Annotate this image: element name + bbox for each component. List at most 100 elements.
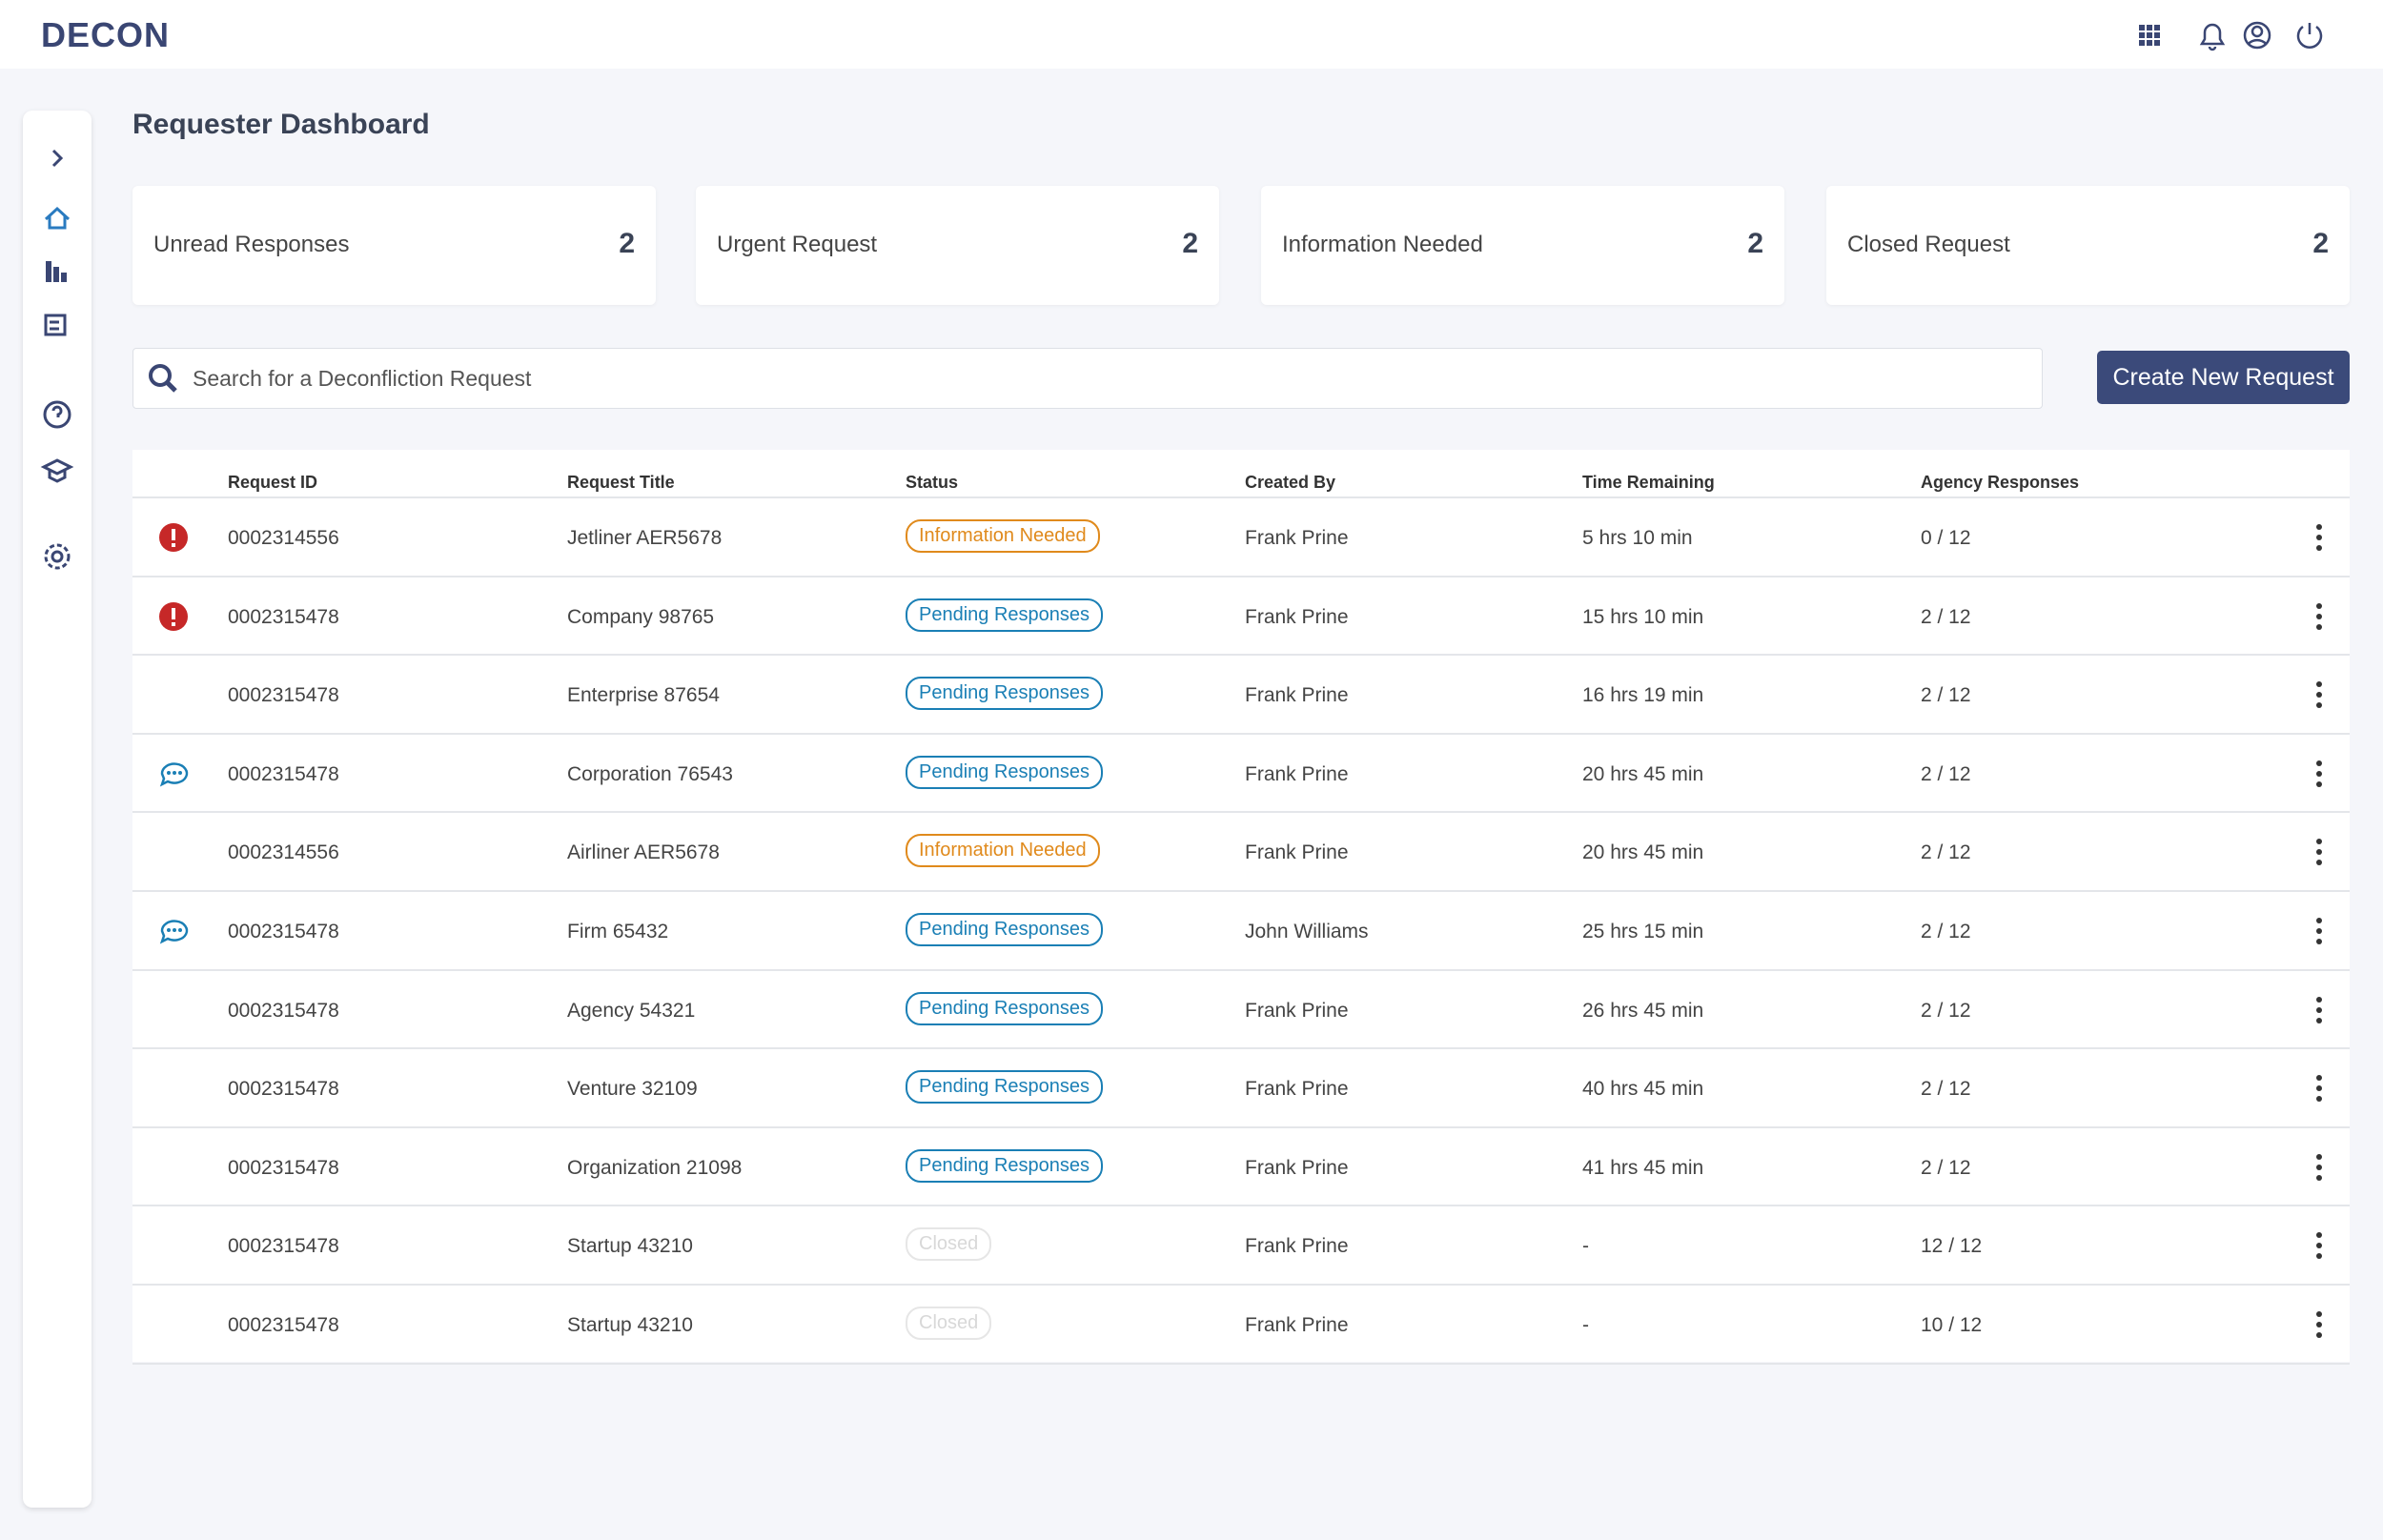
cell: 0002315478	[228, 999, 339, 1022]
card-count: 2	[619, 228, 635, 259]
cell: 0002315478	[228, 1078, 339, 1101]
chart-icon[interactable]	[46, 261, 67, 282]
table-bottom-border	[132, 1362, 2350, 1365]
search-icon	[149, 364, 177, 393]
card-label: Unread Responses	[153, 232, 350, 257]
bell-icon[interactable]	[2199, 23, 2226, 51]
expand-icon[interactable]	[51, 149, 64, 168]
cell: 2 / 12	[1921, 921, 1971, 942]
account-icon[interactable]	[2243, 21, 2271, 50]
cell: Venture 32109	[567, 1078, 698, 1101]
cell: -	[1582, 1235, 1589, 1258]
table-row[interactable]: 0002315478 Startup 43210 Closed Frank Prine…	[132, 1205, 2350, 1285]
cell: 0002314556	[228, 841, 339, 864]
cell: 5 hrs 10 min	[1582, 527, 1693, 549]
cell: 15 hrs 10 min	[1582, 605, 1704, 628]
row-menu[interactable]	[2313, 1151, 2325, 1184]
create-button[interactable]: Create New Request	[2097, 351, 2350, 404]
status-badge: Pending Responses	[906, 755, 1104, 789]
logo[interactable]: DECON	[41, 15, 171, 54]
cell: Frank Prine	[1245, 1156, 1349, 1179]
cell: 2 / 12	[1921, 684, 1971, 707]
table-row[interactable]: 0002315478 Company 98765 Pending Responses…	[132, 575, 2350, 656]
cell: Organization 21098	[567, 1156, 743, 1179]
table-row[interactable]: 0002315478 Enterprise 87654 Pending Respon…	[132, 654, 2350, 734]
chat-icon	[159, 762, 189, 787]
cell: Frank Prine	[1245, 1235, 1349, 1258]
table-row[interactable]: 0002315478 Organization 21098 Pending Resp…	[132, 1125, 2350, 1206]
row-menu[interactable]	[2313, 679, 2325, 711]
table-row[interactable]: 0002315478 Startup 43210 Closed Frank Prine…	[132, 1284, 2350, 1364]
status-badge: Information Needed	[906, 519, 1100, 553]
cell: Agency 54321	[567, 999, 696, 1022]
status-badge: Information Needed	[906, 834, 1100, 868]
cell: Startup 43210	[567, 1314, 693, 1336]
sidebar-icons	[40, 149, 74, 570]
summary-card[interactable]: Urgent Request 2	[696, 186, 1219, 305]
cell: 0002315478	[228, 1314, 339, 1336]
status-badge: Pending Responses	[906, 991, 1104, 1025]
top-bar: DECON	[0, 0, 2383, 69]
card-count: 2	[2312, 228, 2329, 259]
table-row[interactable]: 0002314556 Airliner AER5678 Information Ne…	[132, 811, 2350, 891]
settings-icon[interactable]	[44, 543, 71, 570]
status-badge: Pending Responses	[906, 598, 1104, 632]
table-row[interactable]: 0002315478 Corporation 76543 Pending Respo…	[132, 732, 2350, 813]
row-menu[interactable]	[2313, 1072, 2325, 1104]
cell: Frank Prine	[1245, 1078, 1349, 1101]
row-menu[interactable]	[2313, 1308, 2325, 1341]
cell: Jetliner AER5678	[567, 527, 723, 549]
cell: -	[1582, 1314, 1589, 1336]
row-menu[interactable]	[2313, 836, 2325, 868]
cell: 16 hrs 19 min	[1582, 684, 1704, 707]
row-menu[interactable]	[2313, 994, 2325, 1026]
cell: Frank Prine	[1245, 999, 1349, 1022]
row-menu[interactable]	[2313, 600, 2325, 633]
cell: 10 / 12	[1921, 1314, 1983, 1336]
search-box[interactable]: Search for a Deconfliction Request	[132, 348, 2043, 409]
card-label: Urgent Request	[717, 232, 878, 257]
cell: Frank Prine	[1245, 605, 1349, 628]
table-row[interactable]: 0002315478 Firm 65432 Pending Responses Joh…	[132, 890, 2350, 970]
status-badge: Pending Responses	[906, 1070, 1104, 1104]
row-menu[interactable]	[2313, 1229, 2325, 1262]
column-header: Created By	[1245, 473, 1336, 492]
cell: 20 hrs 45 min	[1582, 762, 1704, 785]
home-icon[interactable]	[44, 206, 71, 230]
cell: 41 hrs 45 min	[1582, 1156, 1704, 1179]
row-menu[interactable]	[2313, 521, 2325, 554]
cell: 25 hrs 15 min	[1582, 921, 1704, 942]
chat-icon	[159, 920, 189, 944]
summary-card[interactable]: Closed Request 2	[1826, 186, 2350, 305]
cell: 2 / 12	[1921, 605, 1971, 628]
row-menu[interactable]	[2313, 915, 2325, 947]
cell: 2 / 12	[1921, 999, 1971, 1022]
row-menu[interactable]	[2313, 758, 2325, 790]
column-header: Time Remaining	[1582, 473, 1715, 492]
help-icon[interactable]	[43, 400, 71, 429]
table-row[interactable]: 0002315478 Agency 54321 Pending Responses F…	[132, 968, 2350, 1049]
cell: 40 hrs 45 min	[1582, 1078, 1704, 1101]
table-row[interactable]: 0002314556 Jetliner AER5678 Information Ne…	[132, 496, 2350, 577]
cell: Startup 43210	[567, 1235, 693, 1258]
column-header: Request ID	[228, 473, 318, 492]
page-title: Requester Dashboard	[132, 109, 430, 140]
cell: 0002315478	[228, 1235, 339, 1258]
top-icons	[2139, 21, 2323, 51]
cell: 0002314556	[228, 527, 339, 549]
summary-card[interactable]: Unread Responses 2	[132, 186, 656, 305]
request-icon[interactable]	[44, 314, 67, 336]
learn-icon[interactable]	[40, 458, 74, 483]
cell: 26 hrs 45 min	[1582, 999, 1704, 1022]
table-row[interactable]: 0002315478 Venture 32109 Pending Responses…	[132, 1047, 2350, 1127]
apps-icon[interactable]	[2139, 25, 2160, 46]
cell: John Williams	[1245, 921, 1369, 942]
cell: 0 / 12	[1921, 527, 1971, 549]
power-icon[interactable]	[2296, 23, 2323, 49]
cell: 2 / 12	[1921, 762, 1971, 785]
cell: 0002315478	[228, 921, 339, 942]
summary-card[interactable]: Information Needed 2	[1261, 186, 1784, 305]
card-count: 2	[1747, 228, 1763, 259]
cell: Enterprise 87654	[567, 684, 720, 707]
